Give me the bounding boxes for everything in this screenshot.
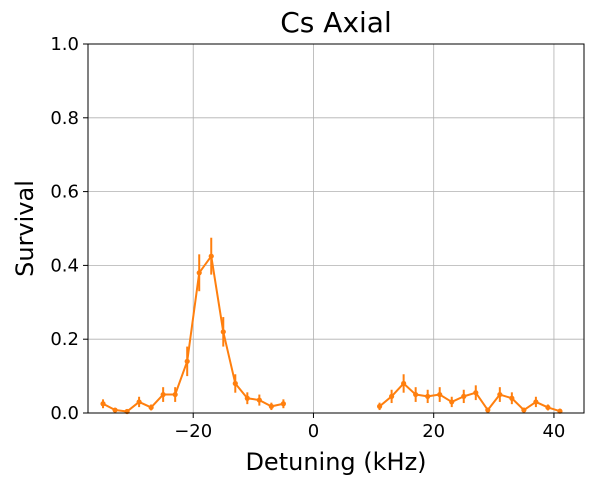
x-tick-label: 20 [422,421,445,442]
data-point [376,403,383,409]
data-point [425,393,431,399]
axis-ticks: −20 0 20 40 0.0 0.2 0.4 0.6 0.8 1.0 [50,34,565,442]
y-tick-label: 1.0 [50,34,79,55]
data-point [437,391,443,398]
x-axis-label: Detuning (kHz) [245,448,426,476]
data-point [184,358,190,364]
data-point [100,401,106,407]
data-point [521,407,527,413]
data-point [148,404,154,411]
data-point [557,408,563,414]
data-point [136,399,142,405]
data-point [268,403,274,409]
data-point [244,395,250,401]
data-point [413,391,419,398]
data-point [485,407,491,413]
x-tick-label: −20 [174,421,212,442]
error-bars [102,237,561,413]
data-point [220,329,226,335]
data-point [172,391,178,398]
data-point [533,399,539,405]
y-tick-label: 0.2 [50,329,79,350]
y-tick-label: 0.8 [50,108,79,129]
y-axis-label: Survival [11,180,39,277]
data-point [461,393,467,399]
data-point [401,380,407,387]
data-point [509,395,515,401]
series-lines [102,255,561,413]
data-points [100,253,563,415]
y-tick-label: 0.4 [50,255,79,276]
x-tick-label: 40 [542,421,565,442]
data-point [196,270,202,276]
x-tick-label: 0 [308,421,319,442]
series-line [378,382,561,413]
plot-frame [87,43,585,414]
grid-lines [88,43,584,414]
data-point [160,391,166,398]
y-tick-label: 0.6 [50,182,79,203]
data-point [256,397,262,403]
data-point [545,404,551,411]
data-point [280,401,286,407]
data-point [389,393,395,399]
data-point [497,391,503,398]
data-point [473,390,479,396]
series-line [102,255,284,413]
data-point [112,407,118,413]
data-point [208,253,214,259]
data-point [449,399,455,405]
chart-title: Cs Axial [280,6,391,39]
y-tick-label: 0.0 [50,403,79,424]
data-point [232,380,238,387]
